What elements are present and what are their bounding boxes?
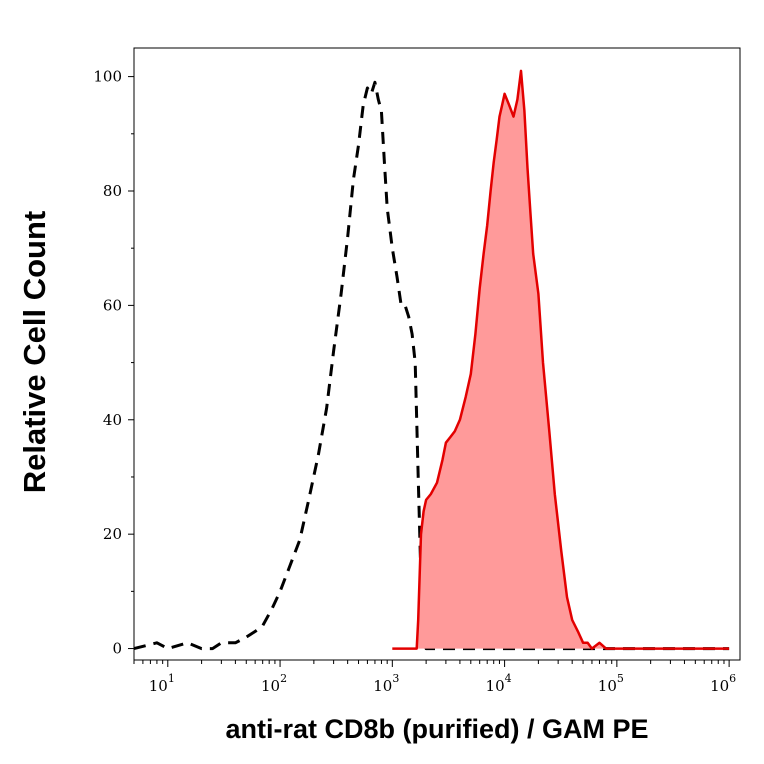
x-tick-label: 102: [261, 672, 287, 695]
x-axis-title: anti-rat CD8b (purified) / GAM PE: [225, 714, 648, 744]
x-tick-label: 103: [373, 672, 399, 695]
y-tick-label: 100: [93, 68, 122, 86]
y-tick-label: 20: [103, 525, 122, 543]
y-tick-label: 40: [103, 411, 122, 429]
y-tick-label: 60: [103, 296, 122, 314]
series-0-line: [133, 80, 730, 651]
x-tick-label: 101: [149, 672, 175, 695]
y-tick-label: 0: [112, 640, 122, 658]
x-axis-ticks: 101 102 103 104 105 106: [133, 660, 736, 695]
x-tick-label: 104: [486, 672, 512, 695]
y-axis-title: Relative Cell Count: [17, 211, 52, 494]
series-1-area: [392, 70, 730, 649]
x-tick-label: 106: [710, 672, 736, 695]
y-tick-label: 80: [103, 182, 122, 200]
y-axis-ticks: 0 20 40 60 80 100: [93, 68, 134, 658]
x-tick-label: 105: [598, 672, 624, 695]
series-layer: [133, 69, 730, 651]
series-1-line: [392, 69, 730, 650]
plot-frame: [133, 47, 741, 661]
